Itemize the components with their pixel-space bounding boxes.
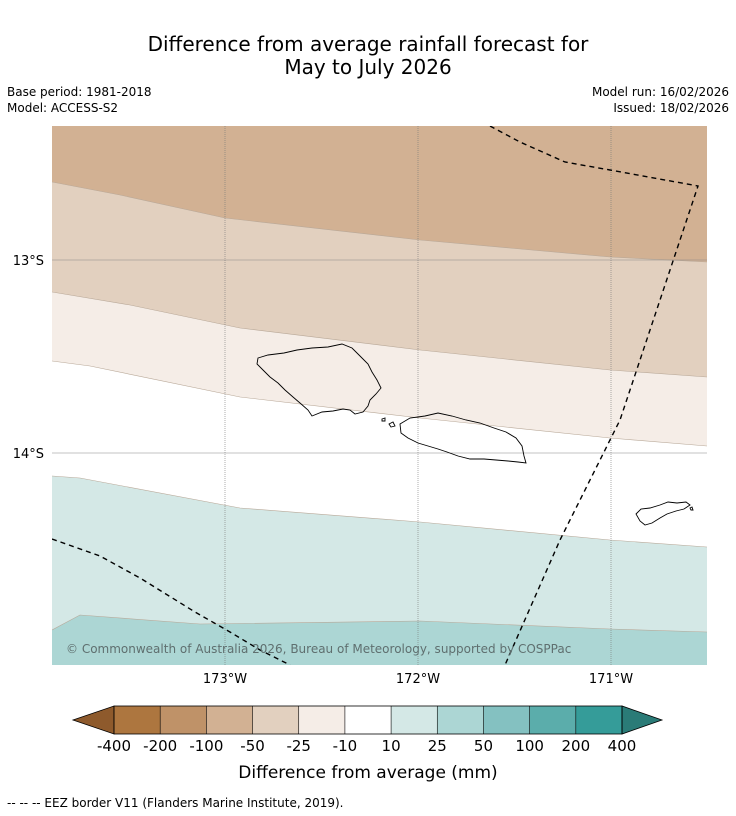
chart-title-line2: May to July 2026 — [284, 55, 452, 79]
graticule — [52, 126, 707, 665]
colorbar-tick-label: -10 — [333, 737, 358, 755]
colorbar-extend-low — [71, 705, 115, 735]
band-edges — [52, 181, 707, 633]
savaii-island — [256, 343, 382, 417]
tutuila-island — [635, 501, 691, 526]
colorbar-segment — [160, 706, 207, 734]
issued-date: Issued: 18/02/2026 — [613, 101, 729, 115]
colorbar-tick-label: 50 — [474, 737, 493, 755]
lat-label-13s: 13°S — [13, 254, 44, 269]
colorbar-tick-label: -400 — [97, 737, 131, 755]
colorbar-segment — [114, 706, 161, 734]
colorbar-segment — [298, 706, 345, 734]
copyright-notice: © Commonwealth of Australia 2026, Bureau… — [66, 642, 571, 656]
eez-border — [52, 126, 699, 665]
colorbar-segment — [437, 706, 484, 734]
map-area: © Commonwealth of Australia 2026, Bureau… — [52, 126, 707, 665]
colorbar-tick-label: -50 — [240, 737, 265, 755]
lon-label-171w: 171°W — [589, 672, 633, 687]
aunuu-island — [689, 506, 694, 511]
model-name: Model: ACCESS-S2 — [7, 101, 119, 115]
colorbar-tick-label: -200 — [143, 737, 177, 755]
colorbar-segment — [529, 706, 576, 734]
colorbar-tick-label: 10 — [382, 737, 401, 755]
chart-title-line1: Difference from average rainfall forecas… — [147, 32, 589, 56]
colorbar-tick-label: 25 — [428, 737, 447, 755]
colorbar-segment — [575, 706, 622, 734]
colorbar-segment — [344, 706, 392, 734]
colorbar-segment — [206, 706, 253, 734]
lon-label-173w: 173°W — [203, 672, 247, 687]
colorbar-label: Difference from average (mm) — [238, 763, 497, 783]
colorbar-tick-label: 200 — [561, 737, 590, 755]
colorbar-tick-label: 400 — [608, 737, 637, 755]
colorbar-segment — [483, 706, 530, 734]
band-plus-10 — [52, 476, 707, 665]
manono-island — [388, 421, 396, 428]
model-run: Model run: 16/02/2026 — [591, 85, 729, 99]
eez-footnote: -- -- -- EEZ border V11 (Flanders Marine… — [7, 796, 344, 810]
colorbar-segment — [252, 706, 299, 734]
lon-label-172w: 172°W — [396, 672, 440, 687]
lat-label-14s: 14°S — [13, 447, 44, 462]
colorbar-tick-label: -25 — [286, 737, 311, 755]
colorbar-segment — [391, 706, 438, 734]
colorbar-tick-label: -100 — [189, 737, 223, 755]
base-period: Base period: 1981-2018 — [7, 85, 152, 99]
upolu-island — [399, 412, 527, 464]
colorbar-tick-label: 100 — [515, 737, 544, 755]
band-plus-25 — [52, 615, 707, 665]
colorbar-extend-high — [621, 705, 664, 735]
apolima-island — [381, 417, 386, 422]
colorbar: -400 -200 -100 -50 -25 -10 10 25 50 100 200 400 — [71, 705, 664, 755]
